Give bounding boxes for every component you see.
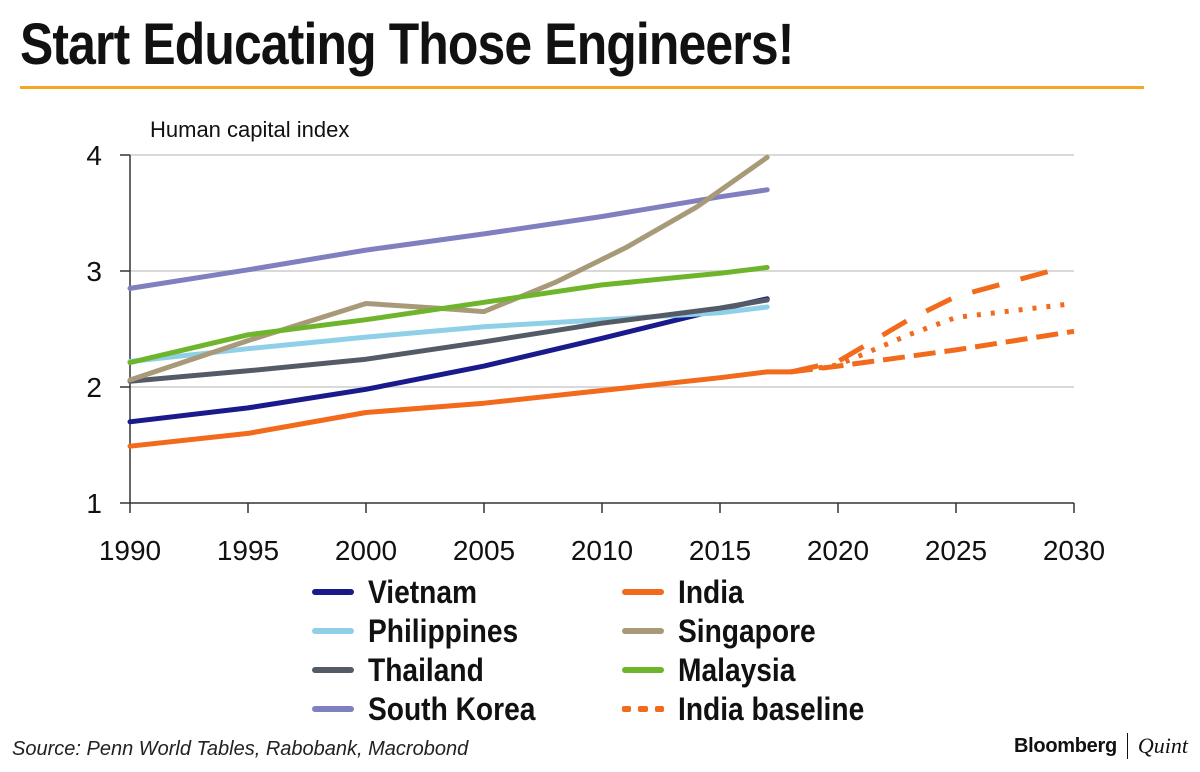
chart-legend: Vietnam Philippines Thailand South Korea Ind… xyxy=(312,573,912,733)
legend-item-singapore: Singapore xyxy=(622,612,834,650)
x-tick-label-2010: 2010 xyxy=(571,535,633,566)
x-tick-label-2020: 2020 xyxy=(807,535,869,566)
headline-rule xyxy=(20,86,1144,89)
source-note: Source: Penn World Tables, Rabobank, Mac… xyxy=(12,738,469,760)
series-line-thailand xyxy=(127,297,770,384)
legend-swatch-singapore xyxy=(622,628,664,634)
legend-item-india: India xyxy=(622,573,753,611)
legend-swatch-vietnam xyxy=(312,589,354,595)
x-tick-label-2005: 2005 xyxy=(453,535,515,566)
y-axis-label: Human capital index xyxy=(150,117,349,142)
x-tick-label-1990: 1990 xyxy=(99,535,161,566)
x-tick-label-2030: 2030 xyxy=(1043,535,1105,566)
legend-item-thailand: Thailand xyxy=(312,651,500,689)
series-line-malaysia xyxy=(127,265,770,366)
brand-bloomberg: Bloomberg xyxy=(1014,734,1117,757)
legend-label-singapore: Singapore xyxy=(678,612,816,649)
brand-divider xyxy=(1126,733,1128,759)
legend-item-vietnam: Vietnam xyxy=(312,573,492,611)
legend-label-malaysia: Malaysia xyxy=(678,651,796,688)
legend-label-thailand: Thailand xyxy=(368,651,484,688)
series-line-south-korea xyxy=(127,187,770,291)
series-line-india-scenario-9 xyxy=(790,268,1052,375)
x-tick-label-1995: 1995 xyxy=(217,535,279,566)
legend-label-philippines: Philippines xyxy=(368,612,519,649)
y-tick-label-1: 1 xyxy=(86,488,102,519)
series-line-india-baseline xyxy=(790,328,1075,375)
y-tick-label-4: 4 xyxy=(86,140,102,171)
x-tick-label-2015: 2015 xyxy=(689,535,751,566)
legend-swatch-malaysia xyxy=(622,667,664,673)
legend-swatch-south-korea xyxy=(312,706,354,712)
legend-swatch-india xyxy=(622,589,664,595)
x-tick-label-2000: 2000 xyxy=(335,535,397,566)
legend-swatch-india-baseline xyxy=(622,706,664,712)
series-line-philippines xyxy=(127,304,770,364)
legend-label-south-korea: South Korea xyxy=(368,690,536,727)
brand-quint: Quint xyxy=(1137,733,1188,758)
legend-swatch-philippines xyxy=(312,628,354,634)
brand-logo: Bloomberg Quint xyxy=(1014,733,1188,759)
chart-headline: Start Educating Those Engineers! xyxy=(20,12,794,77)
y-tick-label-3: 3 xyxy=(86,256,102,287)
legend-label-india: India xyxy=(678,573,744,610)
legend-swatch-thailand xyxy=(312,667,354,673)
legend-item-south-korea: South Korea xyxy=(312,690,558,728)
x-tick-label-2025: 2025 xyxy=(925,535,987,566)
series-line-india xyxy=(127,369,794,449)
y-tick-label-2: 2 xyxy=(86,372,102,403)
legend-item-india-baseline: India baseline xyxy=(622,690,890,728)
series-line-india-scenario-8 xyxy=(790,301,1075,375)
legend-item-malaysia: Malaysia xyxy=(622,651,811,689)
legend-label-vietnam: Vietnam xyxy=(368,573,478,610)
legend-label-india-baseline: India baseline xyxy=(678,690,865,727)
legend-item-philippines: Philippines xyxy=(312,612,539,650)
